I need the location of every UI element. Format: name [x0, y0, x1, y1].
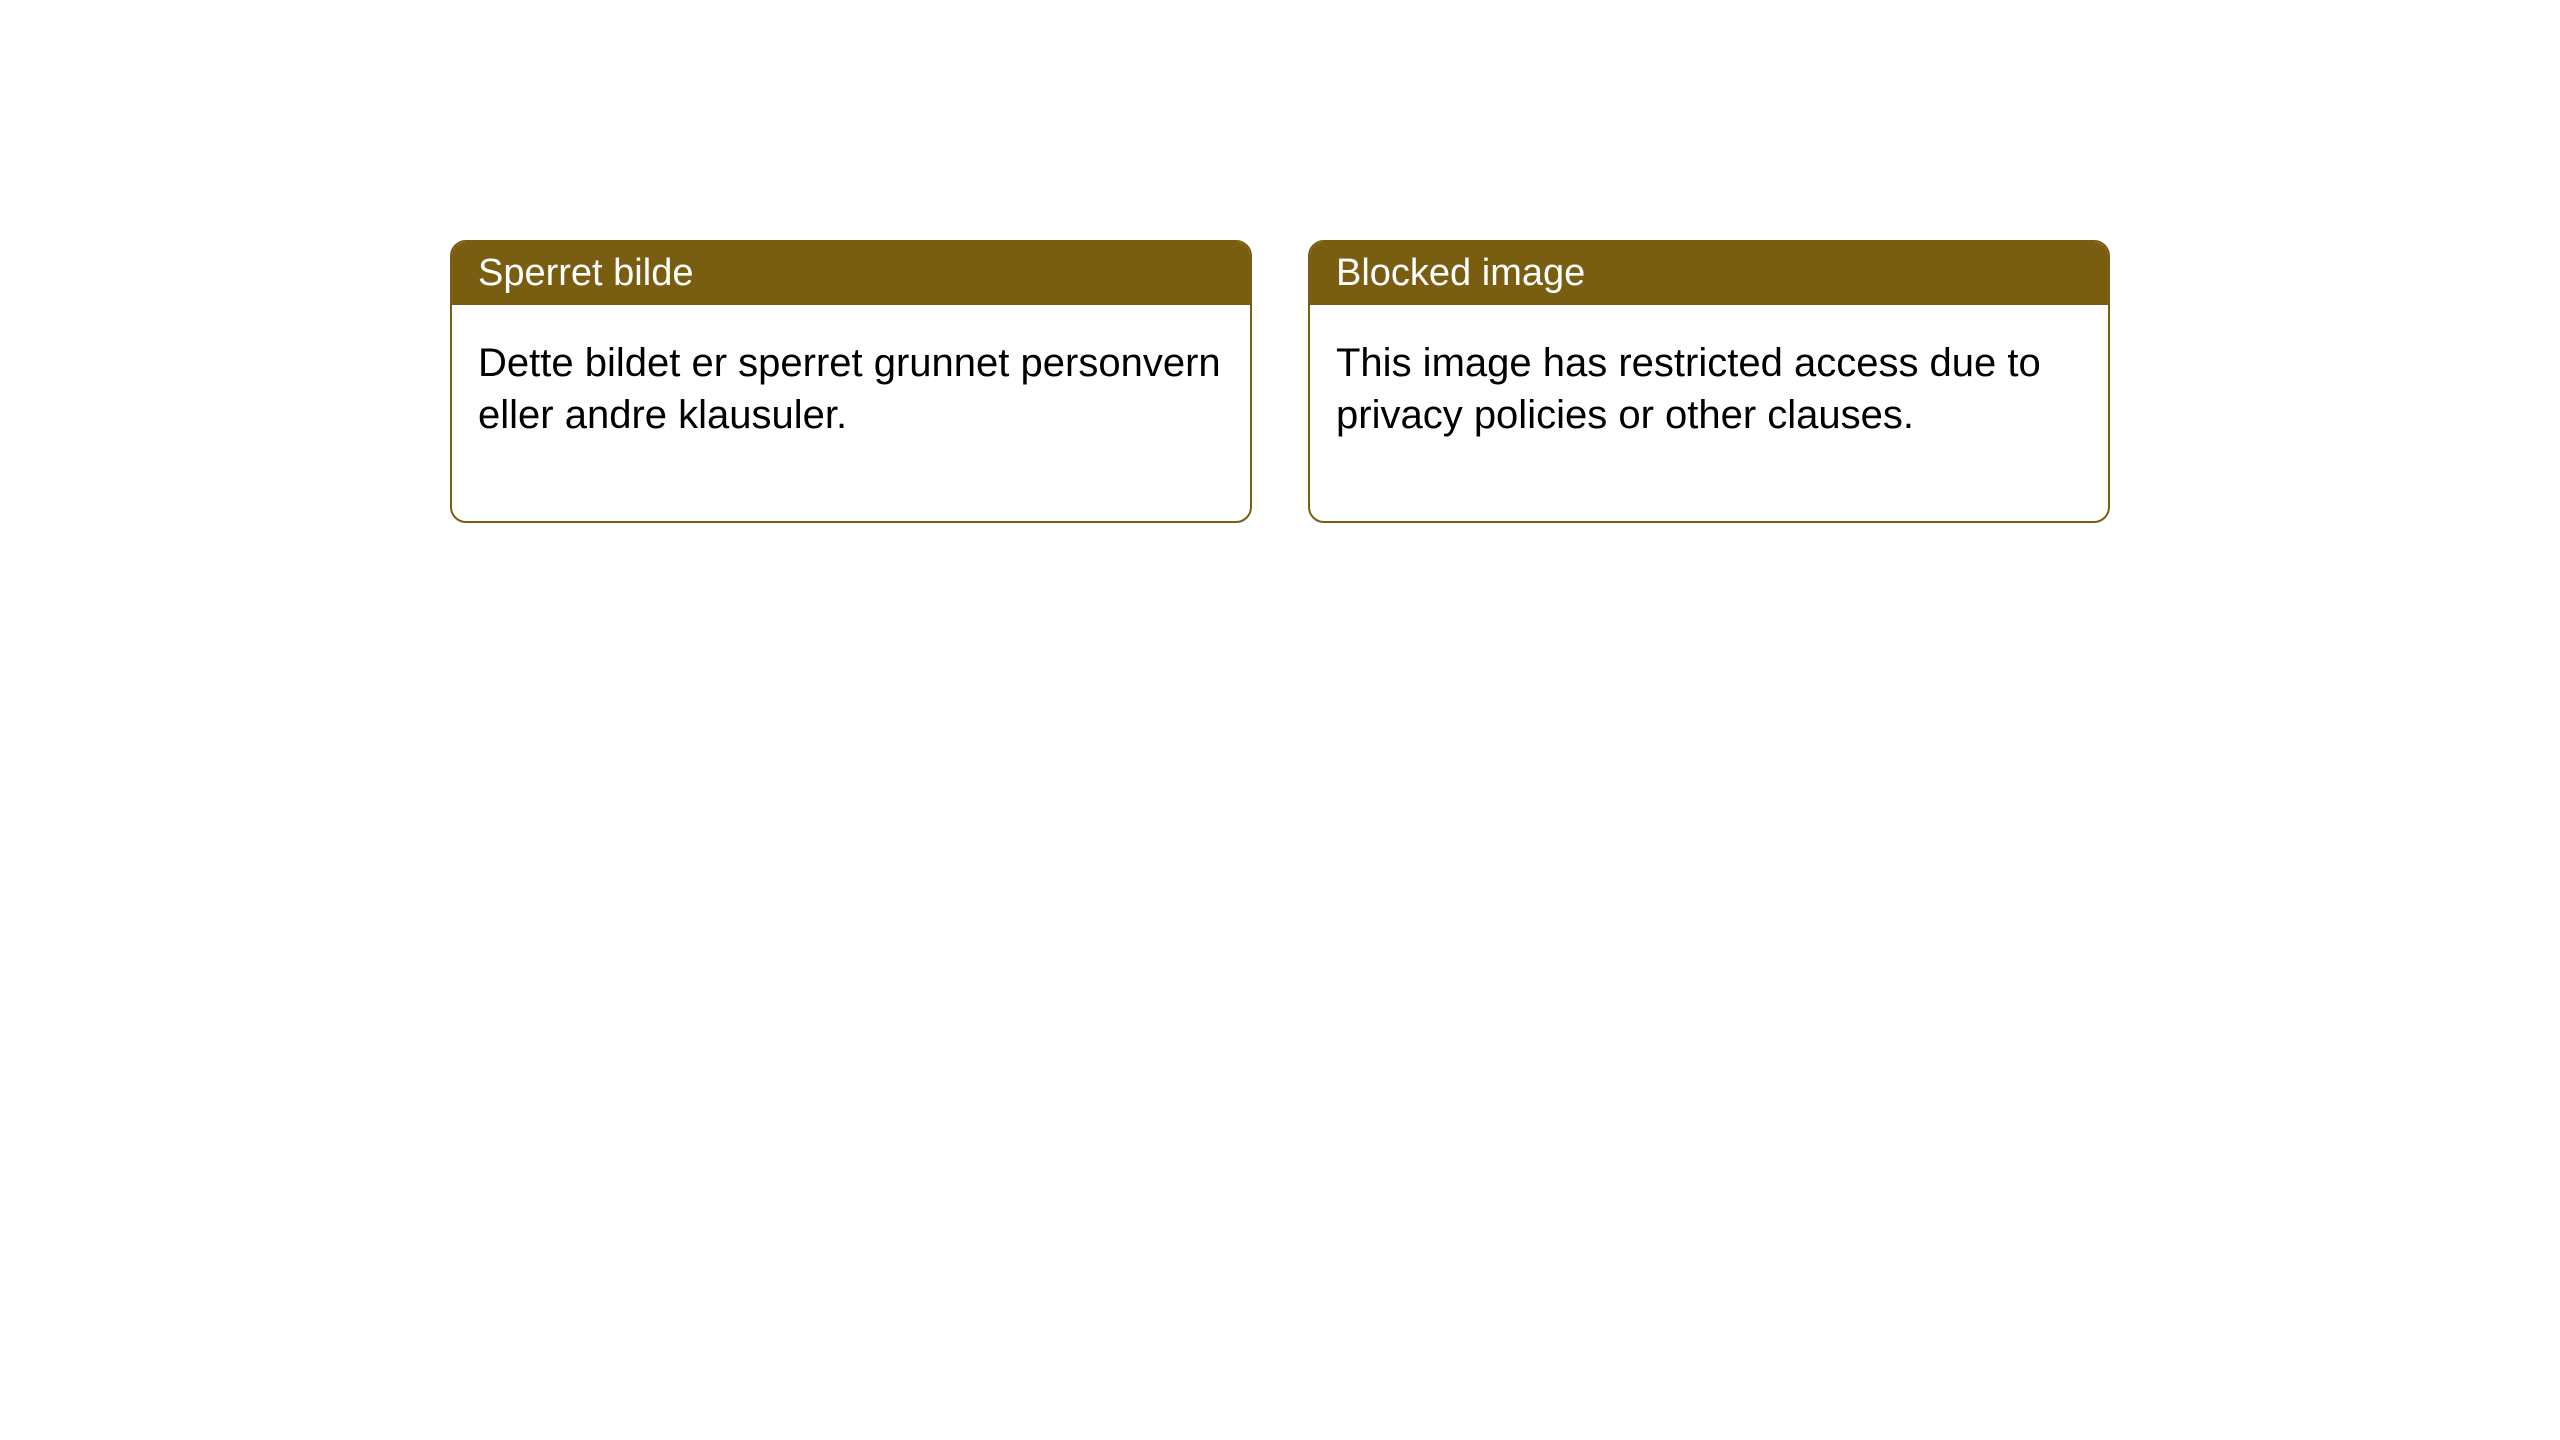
- notice-card-no: Sperret bilde Dette bildet er sperret gr…: [450, 240, 1252, 523]
- cards-container: Sperret bilde Dette bildet er sperret gr…: [450, 240, 2110, 523]
- card-body: Dette bildet er sperret grunnet personve…: [452, 305, 1250, 521]
- notice-card-en: Blocked image This image has restricted …: [1308, 240, 2110, 523]
- card-body: This image has restricted access due to …: [1310, 305, 2108, 521]
- card-header: Sperret bilde: [452, 242, 1250, 305]
- card-header: Blocked image: [1310, 242, 2108, 305]
- card-body-text: Dette bildet er sperret grunnet personve…: [478, 341, 1221, 437]
- card-body-text: This image has restricted access due to …: [1336, 341, 2041, 437]
- card-title: Sperret bilde: [478, 252, 693, 294]
- card-title: Blocked image: [1336, 252, 1585, 294]
